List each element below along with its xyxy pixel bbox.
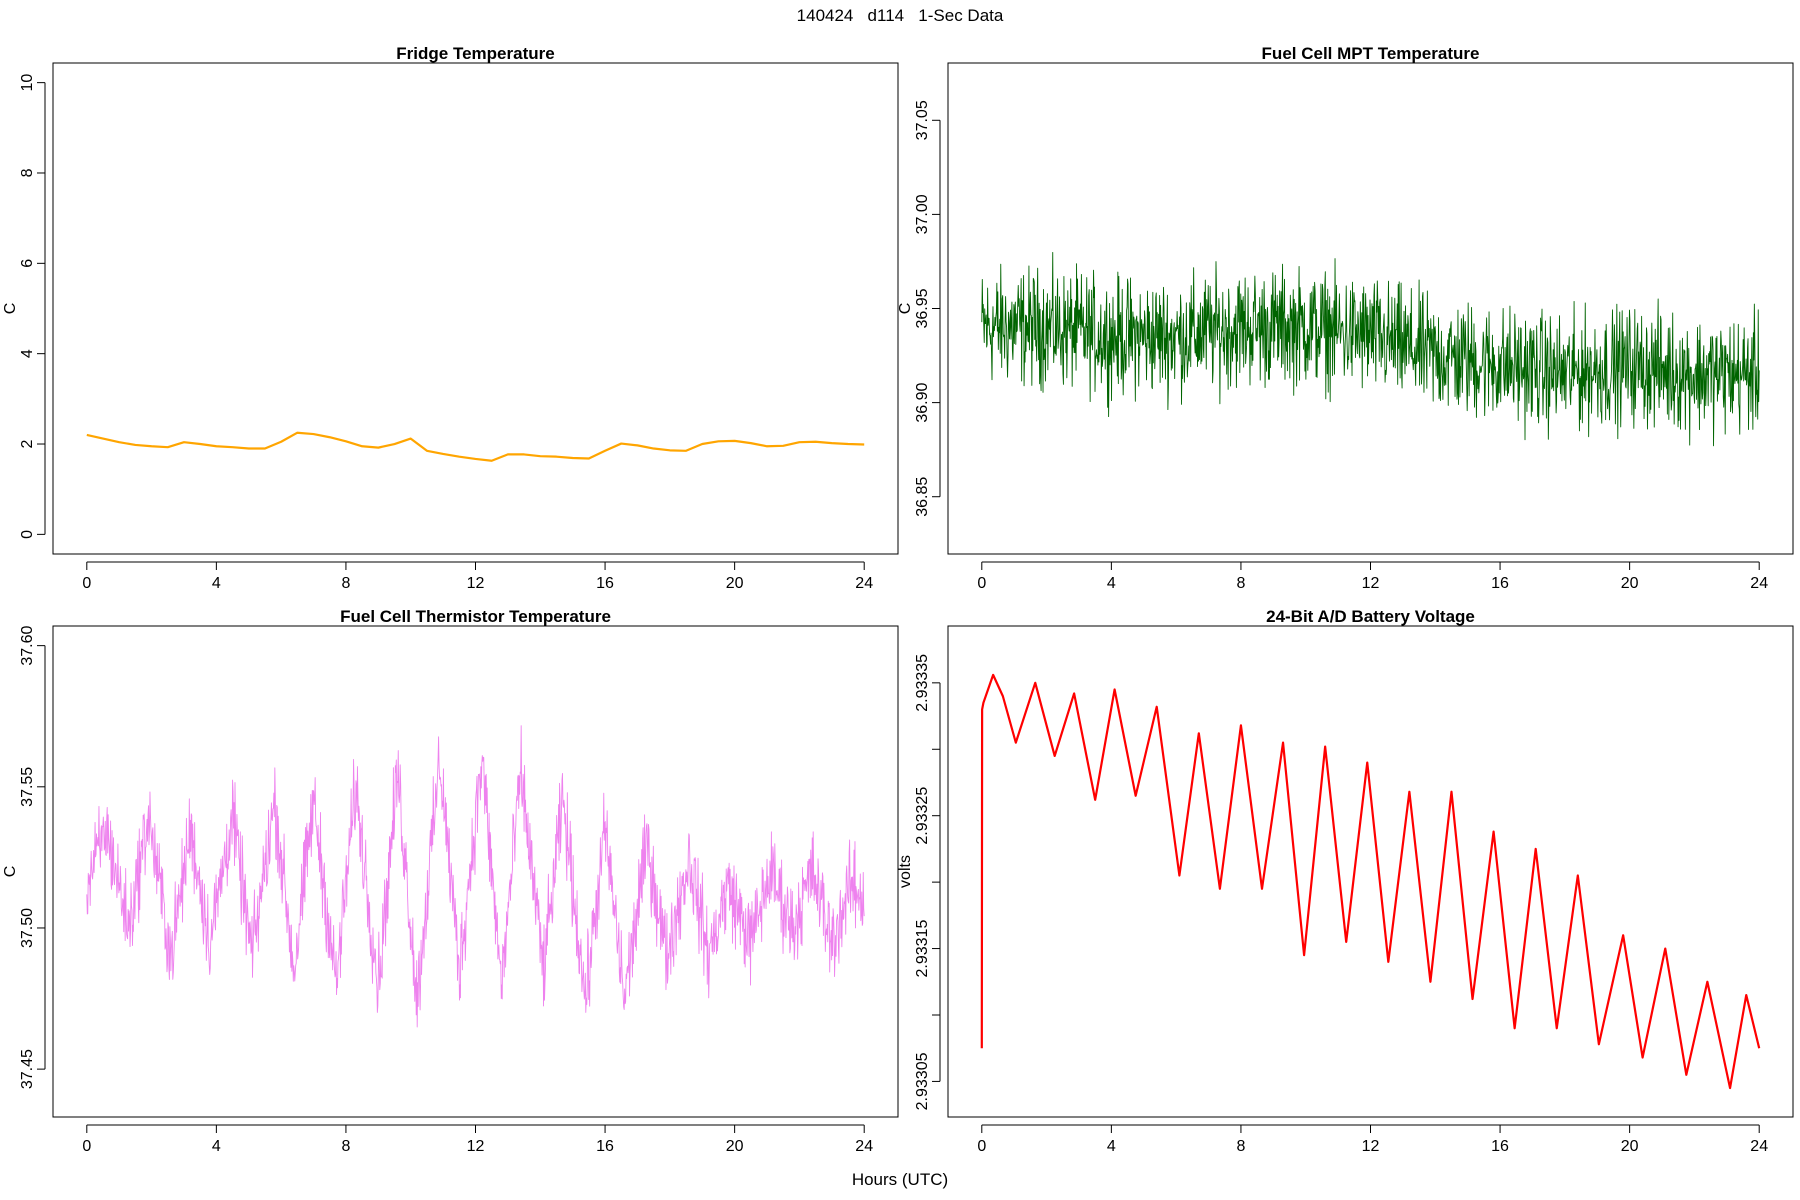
x-tick-label: 20 <box>726 1138 744 1155</box>
x-tick-label: 16 <box>1491 575 1509 592</box>
y-tick-label: 2.93315 <box>914 920 931 978</box>
y-axis-label: C <box>897 303 914 315</box>
x-tick-label: 8 <box>341 575 350 592</box>
series-line <box>981 251 1760 447</box>
y-tick-label: 37.60 <box>19 626 36 666</box>
x-tick-label: 0 <box>82 1138 91 1155</box>
y-tick-label: 36.95 <box>914 288 931 328</box>
y-tick-label: 37.50 <box>19 908 36 948</box>
plot-frame <box>52 62 899 555</box>
y-tick-label: 0 <box>19 530 36 539</box>
plot-frame <box>52 625 899 1118</box>
plot-frame <box>947 625 1794 1118</box>
figure-title: 140424 d114 1-Sec Data <box>796 6 1004 25</box>
panel-2: Fuel Cell MPT Temperature C 0 4 8 12 16 20 24 36.… <box>897 44 1794 592</box>
y-tick-label: 37.00 <box>914 194 931 234</box>
series-line <box>86 725 865 1028</box>
y-tick-label: 37.55 <box>19 767 36 807</box>
series-line <box>980 673 1761 1090</box>
x-tick-label: 12 <box>467 1138 485 1155</box>
y-tick-label: 10 <box>19 74 36 92</box>
x-tick-label: 4 <box>212 575 221 592</box>
series-line <box>86 431 865 462</box>
x-axis-shared-label: Hours (UTC) <box>851 1170 949 1189</box>
x-tick-label: 0 <box>977 575 986 592</box>
y-tick-label: 4 <box>19 349 36 358</box>
y-tick-label: 2.93305 <box>914 1052 931 1110</box>
y-tick-label: 2.93335 <box>914 654 931 712</box>
y-tick-label: 2 <box>19 439 36 448</box>
x-tick-label: 0 <box>82 575 91 592</box>
x-tick-label: 4 <box>1107 575 1116 592</box>
x-tick-label: 0 <box>977 1138 986 1155</box>
y-tick-label: 36.85 <box>914 477 931 517</box>
x-tick-label: 24 <box>1750 575 1768 592</box>
x-tick-label: 16 <box>596 575 614 592</box>
x-tick-label: 12 <box>467 575 485 592</box>
x-tick-label: 24 <box>855 575 873 592</box>
x-tick-label: 8 <box>1236 1138 1245 1155</box>
x-tick-label: 16 <box>596 1138 614 1155</box>
x-tick-label: 4 <box>212 1138 221 1155</box>
y-axis-label: volts <box>897 855 914 888</box>
chart-title: Fuel Cell Thermistor Temperature <box>340 607 611 626</box>
y-tick-label: 36.90 <box>914 382 931 422</box>
chart-title: 24-Bit A/D Battery Voltage <box>1266 607 1475 626</box>
y-axis-label: C <box>2 866 19 878</box>
x-tick-label: 4 <box>1107 1138 1116 1155</box>
y-tick-label: 2.93325 <box>914 787 931 845</box>
x-tick-label: 24 <box>1750 1138 1768 1155</box>
chart-title: Fridge Temperature <box>396 44 554 63</box>
y-tick-label: 37.05 <box>914 100 931 140</box>
plot-frame <box>947 62 1794 555</box>
y-tick-label: 37.45 <box>19 1049 36 1089</box>
x-tick-label: 16 <box>1491 1138 1509 1155</box>
y-tick-label: 8 <box>19 168 36 177</box>
x-tick-label: 24 <box>855 1138 873 1155</box>
x-tick-label: 20 <box>726 575 744 592</box>
panel-3: Fuel Cell Thermistor Temperature C 0 4 8 12 16… <box>2 607 899 1155</box>
x-tick-label: 8 <box>1236 575 1245 592</box>
x-tick-label: 12 <box>1362 575 1380 592</box>
y-tick-label: 6 <box>19 259 36 268</box>
x-tick-label: 12 <box>1362 1138 1380 1155</box>
panel-4: 24-Bit A/D Battery Voltage volts 0 4 8 12 16 20… <box>897 607 1794 1155</box>
x-tick-label: 8 <box>341 1138 350 1155</box>
y-axis-label: C <box>2 303 19 315</box>
x-tick-label: 20 <box>1621 1138 1639 1155</box>
chart-title: Fuel Cell MPT Temperature <box>1262 44 1480 63</box>
x-tick-label: 20 <box>1621 575 1639 592</box>
